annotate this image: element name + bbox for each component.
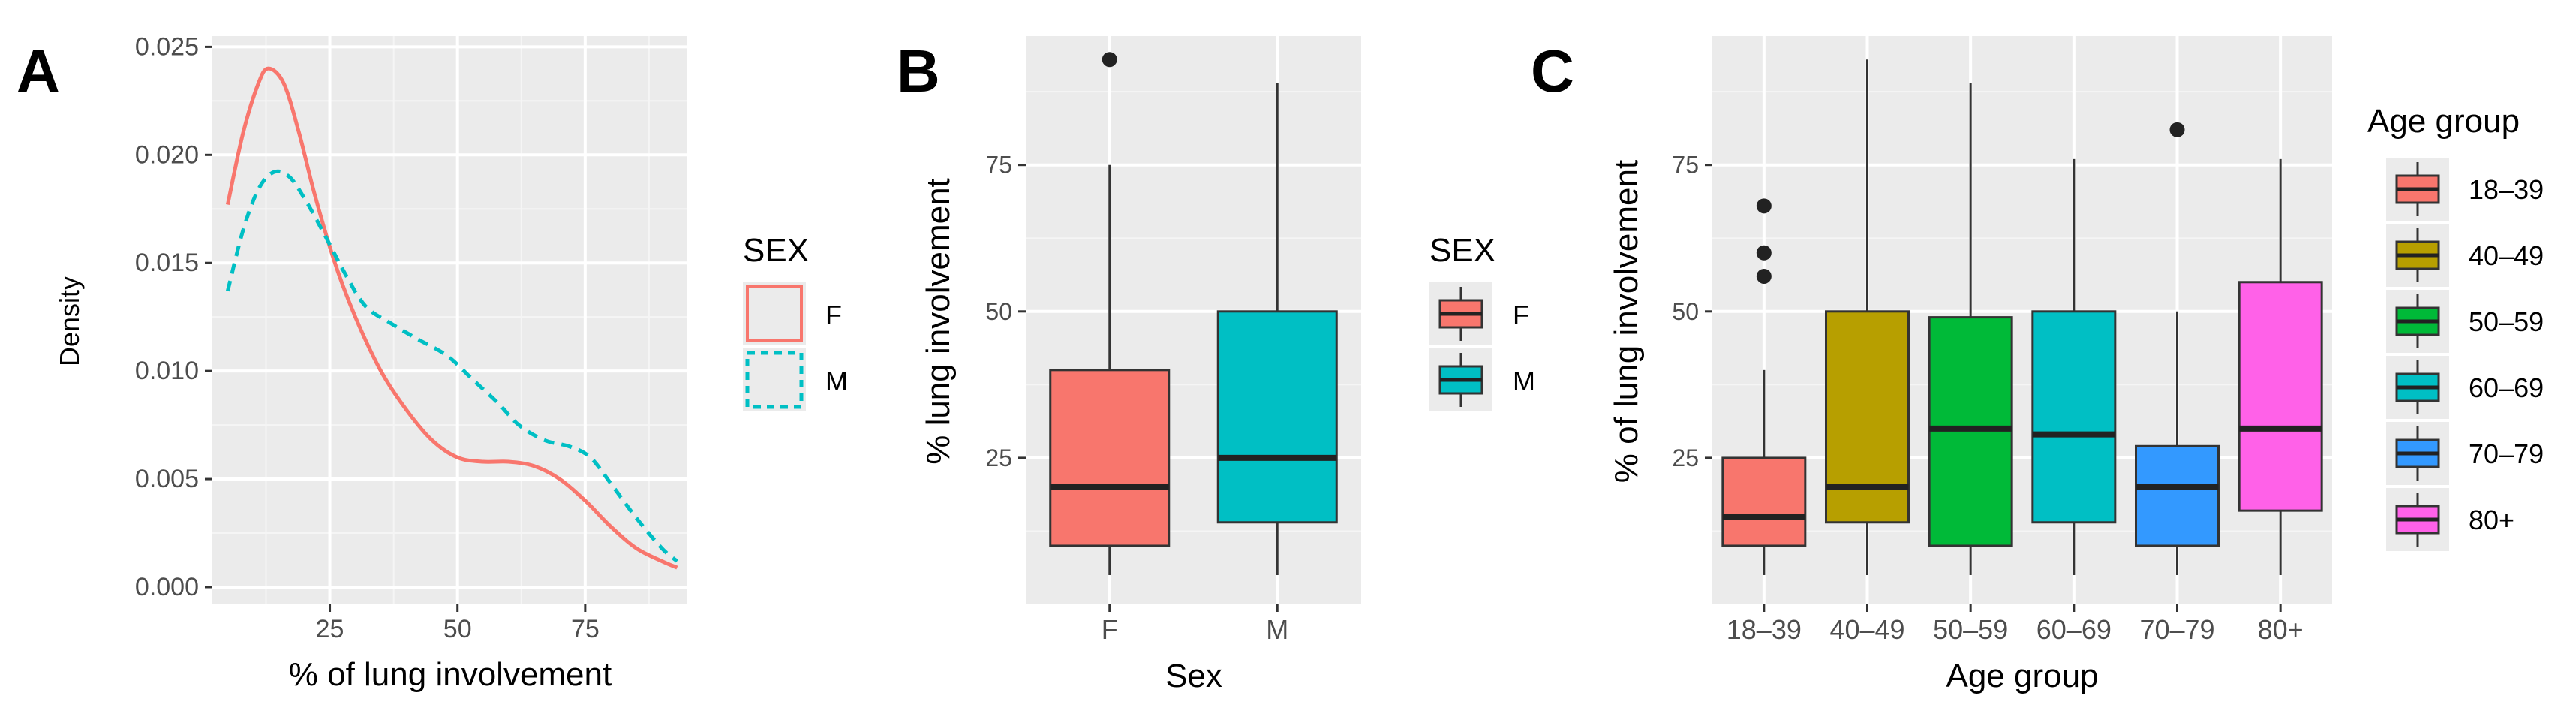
a-x-tick-label-1: 50	[443, 615, 472, 643]
legend-key-f	[746, 285, 803, 342]
c-x-tick-label-1: 40–49	[1829, 614, 1904, 645]
density-line-f	[225, 66, 678, 570]
panel-b-legend-title: SEX	[1429, 232, 1495, 269]
box-60-69	[2031, 310, 2117, 524]
panel-b-legend: SEX F M	[1429, 232, 1535, 411]
b-y-tick-label-1: 50	[985, 298, 1012, 325]
c-legend-label-5059: 50–59	[2469, 306, 2544, 337]
panel-b-y-axis-title: % lung involvement	[920, 178, 957, 465]
panel-c-legend-title: Age group	[2367, 103, 2520, 140]
density-line-m	[225, 169, 679, 563]
c-x-tick-label-3: 60–69	[2036, 614, 2112, 645]
a-x-tick-label-0: 25	[316, 615, 344, 643]
outlier-18-39-0	[1756, 268, 1772, 284]
outlier-18-39-2	[1756, 198, 1772, 214]
c-legend-label-80plus: 80+	[2469, 505, 2514, 535]
panel-c-legend: Age group 18–39 40–49 50–59 60–69 70–79 80+	[2367, 103, 2544, 551]
c-legend-label-4049: 40–49	[2469, 240, 2544, 271]
outlier-18-39-1	[1756, 245, 1772, 261]
c-legend-label-1839: 18–39	[2469, 174, 2544, 205]
b-x-tick-label-0: F	[1102, 614, 1118, 645]
panel-c-box-plot: C 25 50 75 18–39 40–49 50–59 60–69 70–79 80+ % …	[1531, 36, 2544, 694]
legend-key-bg-f	[743, 282, 806, 345]
c-x-tick-label-5: 80+	[2258, 614, 2304, 645]
outlier-f-0	[1102, 52, 1117, 68]
panel-c-plot-background	[1712, 36, 2332, 604]
legend-key-m	[745, 351, 804, 409]
a-y-tick-label-2: 0.010	[135, 357, 199, 385]
panel-c-y-axis-title: % of lung involvement	[1608, 160, 1645, 483]
c-x-tick-label-2: 50–59	[1933, 614, 2008, 645]
panel-b-x-axis-title: Sex	[1165, 658, 1222, 694]
c-y-tick-label-1: 50	[1672, 298, 1699, 325]
panel-b-legend-label-m: M	[1513, 366, 1535, 396]
c-x-tick-label-4: 70–79	[2139, 614, 2214, 645]
panel-a-legend-label-m: M	[825, 366, 848, 396]
panel-c-letter: C	[1531, 38, 1574, 104]
c-x-tick-label-0: 18–39	[1727, 614, 1802, 645]
box-18-39	[1721, 456, 1807, 547]
box-40-49	[1825, 310, 1910, 524]
c-y-tick-label-2: 75	[1672, 152, 1699, 179]
panel-b-box-plot: B 25 50 75 F M % lung involvement Sex SEX F…	[897, 36, 1535, 694]
a-y-tick-label-3: 0.015	[135, 249, 199, 277]
box-80plus	[2238, 281, 2323, 512]
a-y-tick-label-5: 0.025	[135, 32, 199, 61]
box-m	[1216, 310, 1338, 524]
c-legend-label-7079: 70–79	[2469, 438, 2544, 469]
panel-a-letter: A	[17, 38, 60, 104]
a-y-tick-label-4: 0.020	[135, 140, 199, 169]
panel-c-x-axis-title: Age group	[1946, 658, 2098, 694]
panel-a-legend: SEX F M	[743, 232, 848, 411]
a-y-tick-label-0: 0.000	[135, 573, 199, 601]
panel-a-y-axis-title: Density	[54, 276, 85, 366]
box-f	[1049, 369, 1171, 547]
b-y-tick-label-2: 75	[985, 152, 1012, 179]
legend-key-bg-m	[743, 348, 806, 411]
panel-a-legend-title: SEX	[743, 232, 809, 269]
b-y-tick-label-0: 25	[985, 444, 1012, 471]
a-y-tick-label-1: 0.005	[135, 465, 199, 493]
panel-b-letter: B	[897, 38, 940, 104]
c-legend-label-6069: 60–69	[2469, 372, 2544, 403]
panel-a-x-axis-title: % of lung involvement	[289, 656, 612, 693]
panel-b-legend-label-f: F	[1513, 300, 1529, 330]
b-x-tick-label-1: M	[1266, 614, 1288, 645]
outlier-70-79-0	[2169, 122, 2185, 137]
panel-a-plot-background	[212, 36, 687, 604]
box-70-79	[2135, 444, 2220, 547]
panel-a-legend-label-f: F	[825, 300, 842, 330]
c-y-tick-label-0: 25	[1672, 444, 1699, 471]
a-x-tick-label-2: 75	[571, 615, 600, 643]
